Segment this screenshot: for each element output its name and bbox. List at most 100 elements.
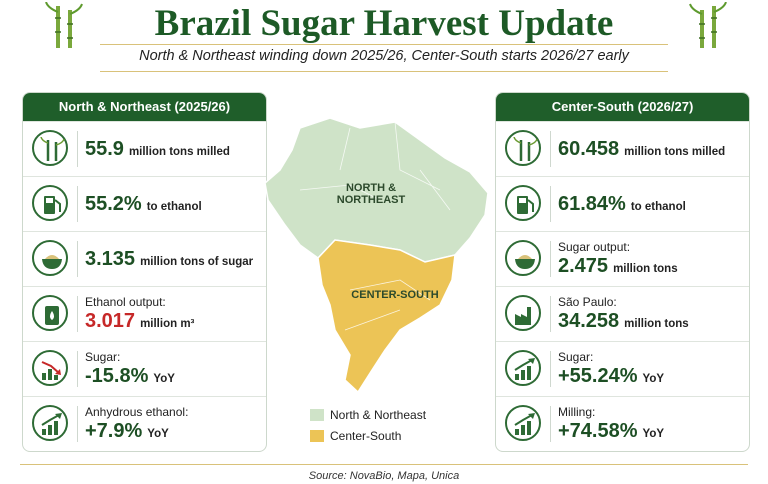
stat-icon xyxy=(32,130,68,166)
stat-icon xyxy=(32,350,68,386)
panel-title: Center-South (2026/27) xyxy=(496,93,749,121)
stat-unit: YoY xyxy=(153,373,175,385)
icon xyxy=(513,137,538,161)
icon xyxy=(514,413,535,435)
stat-label: São Paulo: xyxy=(558,295,617,309)
stat-icon xyxy=(505,295,541,331)
separator xyxy=(550,351,551,387)
stat-line: 55.2% to ethanol xyxy=(85,193,202,216)
icon xyxy=(45,306,59,325)
stat-value: 2.475 xyxy=(558,255,609,277)
south-region xyxy=(317,239,456,394)
stat-row: Ethanol output: 3.017 million m³ xyxy=(23,286,266,341)
stat-row: 61.84% to ethanol xyxy=(496,176,749,231)
stat-label: Sugar: xyxy=(558,350,594,364)
stat-text: Milling: +74.58% YoY xyxy=(558,397,664,451)
stat-unit: YoY xyxy=(147,428,169,440)
stat-icon xyxy=(505,350,541,386)
stat-icon xyxy=(505,130,541,166)
stat-unit: million m³ xyxy=(140,318,195,330)
stat-text: 55.9 million tons milled xyxy=(85,122,230,176)
stat-line: 60.458 million tons milled xyxy=(558,138,725,161)
separator xyxy=(77,131,78,167)
stat-unit: million tons of sugar xyxy=(140,255,254,268)
separator xyxy=(77,296,78,332)
stat-unit: YoY xyxy=(642,373,665,385)
icon xyxy=(41,413,62,435)
stat-icon xyxy=(505,185,541,221)
stat-line: 3.017 million m³ xyxy=(85,310,194,333)
cane-icon xyxy=(45,2,83,48)
separator xyxy=(550,131,551,167)
stat-row: Anhydrous ethanol: +7.9% YoY xyxy=(23,396,266,451)
stat-text: 61.84% to ethanol xyxy=(558,177,686,231)
stat-text: Sugar output: 2.475 million tons xyxy=(558,232,678,286)
stat-line: 55.9 million tons milled xyxy=(85,138,230,161)
stat-icon xyxy=(32,295,68,331)
stat-line: 34.258 million tons xyxy=(558,310,689,333)
stat-icon xyxy=(32,185,68,221)
stat-value: +74.58% xyxy=(558,420,638,442)
legend-swatch xyxy=(310,409,324,421)
legend-label: Center-South xyxy=(330,429,402,443)
separator xyxy=(77,406,78,442)
subtitle: North & Northeast winding down 2025/26, … xyxy=(139,48,629,64)
stat-line: +7.9% YoY xyxy=(85,420,188,443)
stat-row: 60.458 million tons milled xyxy=(496,121,749,176)
map-label: CENTER-SOUTH xyxy=(351,289,439,301)
stat-unit: to ethanol xyxy=(146,200,202,213)
rule xyxy=(20,464,748,465)
separator xyxy=(550,406,551,442)
stat-unit: million tons xyxy=(613,263,678,275)
stat-unit: million tons milled xyxy=(624,145,726,158)
stat-unit: million tons xyxy=(624,318,689,330)
stat-row: Sugar: -15.8% YoY xyxy=(23,341,266,396)
stat-label: Sugar output: xyxy=(558,240,631,254)
stat-line: +74.58% YoY xyxy=(558,420,664,443)
stat-value: 34.258 xyxy=(558,310,620,332)
stat-value: -15.8% xyxy=(85,365,149,387)
stat-unit: million tons milled xyxy=(128,145,230,158)
stat-value: 55.2% xyxy=(85,192,142,215)
separator xyxy=(550,296,551,332)
stat-icon xyxy=(505,405,541,441)
stat-icon xyxy=(32,240,68,276)
map xyxy=(264,117,489,394)
source: Source: NovaBio, Mapa, Unica xyxy=(308,470,460,482)
rule xyxy=(100,71,668,72)
stat-label: Sugar: xyxy=(85,350,121,364)
panel: North & Northeast (2025/26) 55.9 million … xyxy=(22,92,267,452)
panel-title: North & Northeast (2025/26) xyxy=(23,93,266,121)
stat-row: 3.135 million tons of sugar xyxy=(23,231,266,286)
icon xyxy=(517,196,534,214)
stat-text: Sugar: +55.24% YoY xyxy=(558,342,664,396)
separator xyxy=(77,351,78,387)
icon xyxy=(40,137,65,161)
rule xyxy=(100,44,668,45)
stat-value: +55.24% xyxy=(558,365,638,387)
icon xyxy=(515,255,535,269)
stat-value: 55.9 xyxy=(85,137,124,160)
stat-unit: YoY xyxy=(642,428,665,440)
stat-row: São Paulo: 34.258 million tons xyxy=(496,286,749,341)
stat-label: Anhydrous ethanol: xyxy=(85,405,189,419)
stat-row: 55.9 million tons milled xyxy=(23,121,266,176)
stat-row: Sugar output: 2.475 million tons xyxy=(496,231,749,286)
separator xyxy=(550,186,551,222)
stat-row: 55.2% to ethanol xyxy=(23,176,266,231)
title: Brazil Sugar Harvest Update xyxy=(154,3,614,44)
legend-label: North & Northeast xyxy=(330,408,427,422)
stat-value: 3.135 xyxy=(85,247,136,270)
icon xyxy=(42,255,62,269)
stat-line: +55.24% YoY xyxy=(558,365,664,388)
icon xyxy=(515,307,531,325)
stat-text: 3.135 million tons of sugar xyxy=(85,232,253,286)
map-label: NORTH & NORTHEAST xyxy=(336,182,406,206)
legend-swatch xyxy=(310,430,324,442)
stat-value: 60.458 xyxy=(558,137,620,160)
stat-value: 3.017 xyxy=(85,310,136,332)
cane-icon xyxy=(689,2,727,48)
stat-text: Anhydrous ethanol: +7.9% YoY xyxy=(85,397,188,451)
separator xyxy=(77,186,78,222)
